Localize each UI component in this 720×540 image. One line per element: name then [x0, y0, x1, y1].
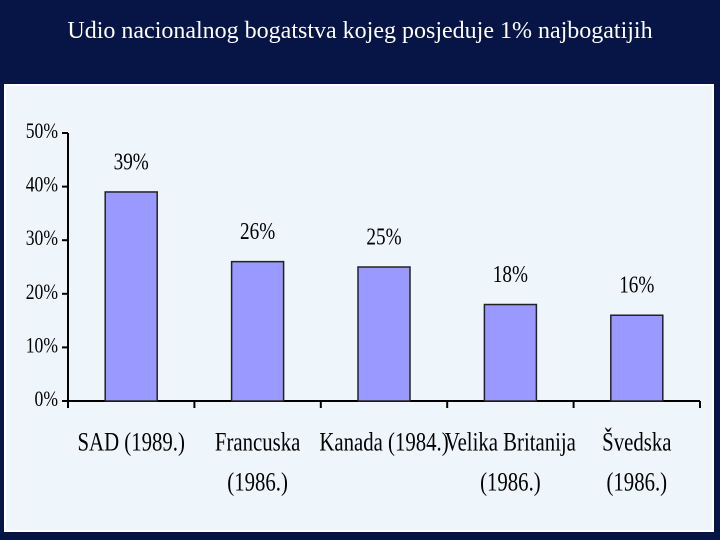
bar [610, 314, 664, 402]
value-label: 25% [366, 224, 401, 251]
slide-title: Udio nacionalnog bogatstva kojeg posjedu… [67, 18, 653, 44]
y-tick-label: 50% [26, 119, 58, 143]
value-label: 16% [619, 272, 654, 299]
x-tick-label: Francuska (1986.) [215, 429, 301, 498]
y-tick-label: 40% [26, 173, 58, 197]
y-tick-label: 0% [35, 387, 58, 411]
x-tick-label: Švedska (1986.) [602, 428, 672, 498]
value-label: 26% [240, 218, 275, 245]
y-tick-label: 30% [26, 226, 58, 250]
bar [357, 266, 411, 402]
y-tick-label: 20% [26, 280, 58, 304]
x-tick-label: Kanada (1984.) [319, 429, 448, 458]
value-label: 39% [114, 148, 149, 175]
bar [483, 303, 538, 402]
x-tick-label: Velika Britanija (1986.) [445, 429, 577, 498]
bar [104, 191, 158, 402]
x-tick-label: SAD (1989.) [77, 429, 184, 458]
bar [230, 260, 285, 402]
y-tick-label: 10% [26, 334, 58, 358]
value-label: 18% [493, 261, 528, 288]
